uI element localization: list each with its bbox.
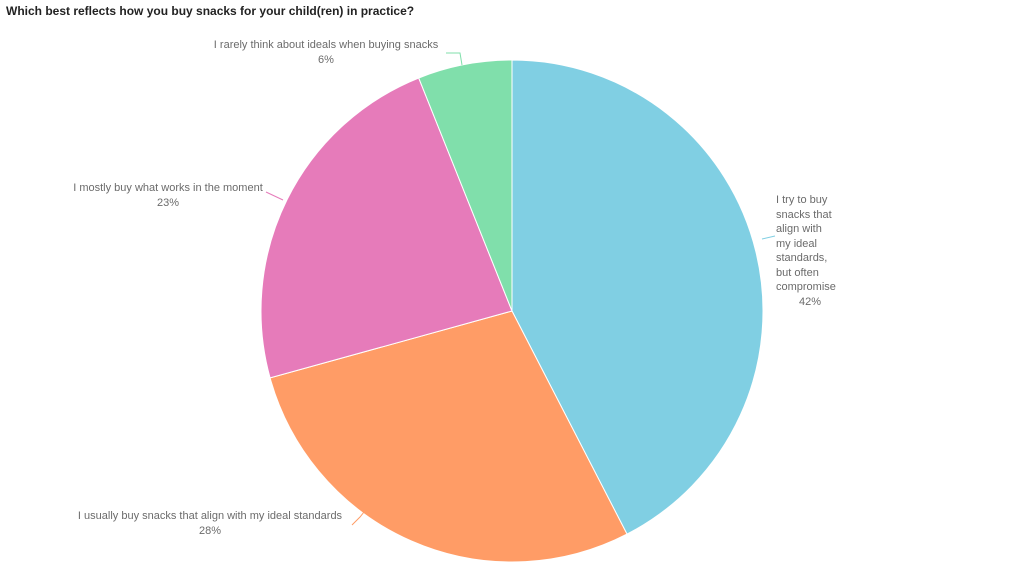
slice-label-text: I rarely think about ideals when buying … [213,39,439,51]
leader-line [265,191,284,201]
label-line: align with [776,223,822,235]
slice-label-text: I mostly buy what works in the moment [73,182,263,194]
leader-line [761,235,776,240]
slice-percent: 23% [156,196,180,209]
chart-title: Which best reflects how you buy snacks f… [6,4,415,18]
label-line: I try to buy [776,194,828,206]
slice-usually[interactable] [269,310,628,563]
slice-percent: 6% [318,53,334,66]
slice-percent: 42% [798,295,822,308]
slice-rarely[interactable] [418,59,513,312]
slice-compromise[interactable] [511,59,764,535]
label-line: snacks that [776,208,832,221]
slice-label-compromise: I try to buy snacks that align with my i… [776,193,844,309]
slice-label-text: I usually buy snacks that align with my … [77,510,343,522]
leader-line [446,52,463,66]
leader-line [351,511,365,526]
label-line: my ideal [776,237,817,250]
slice-label-moment: I mostly buy what works in the moment 23… [50,181,286,210]
slice-label-usually: I usually buy snacks that align with my … [60,509,360,538]
slice-label-rarely: I rarely think about ideals when buying … [196,38,456,67]
label-line: compromise [776,281,836,293]
slice-percent: 28% [198,524,222,537]
label-line: but often [776,266,819,279]
label-line: standards, [776,252,828,264]
slice-moment[interactable] [260,77,513,379]
